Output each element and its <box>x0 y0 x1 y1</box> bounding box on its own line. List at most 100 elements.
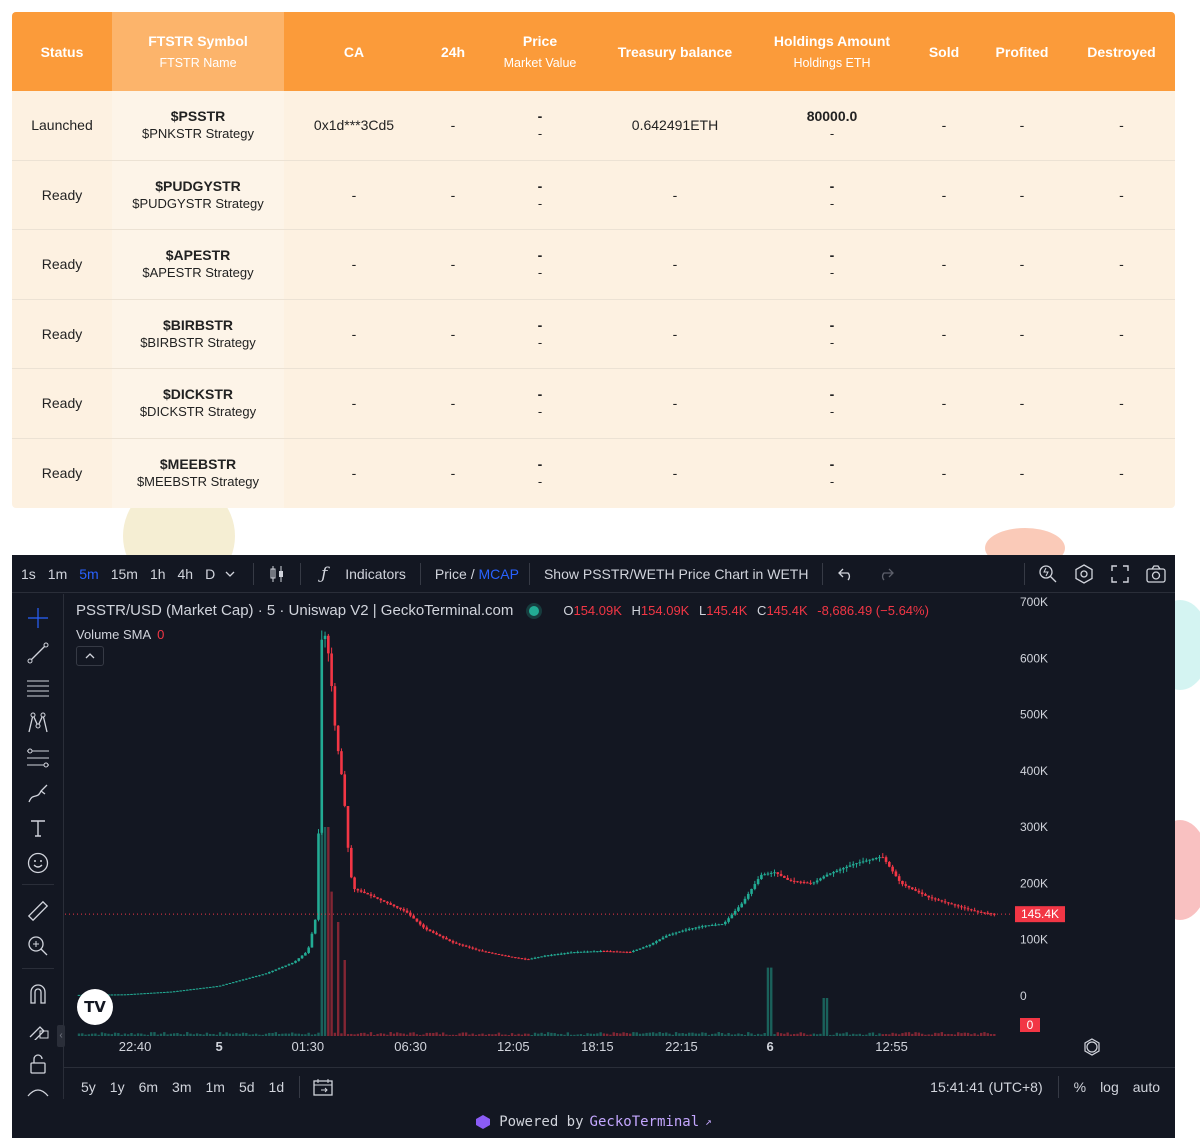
geckoterminal-link[interactable]: GeckoTerminal <box>589 1113 700 1130</box>
candle-body <box>523 958 527 960</box>
undo-icon[interactable] <box>835 563 857 585</box>
table-row[interactable]: Ready $APESTR $APESTR Strategy - - - - - - - - - - <box>12 230 1175 300</box>
candle-body <box>625 951 629 953</box>
lock-icon[interactable] <box>26 1052 50 1076</box>
candle-body <box>789 879 793 881</box>
brush-icon[interactable] <box>26 781 50 805</box>
x-axis-tick-label: 22:40 <box>119 1039 152 1054</box>
candle-body <box>569 952 573 954</box>
volume-bar <box>81 1033 84 1036</box>
contract-address-cell[interactable]: 0x1d***3Cd5 <box>313 117 395 134</box>
volume-bar <box>707 1034 711 1036</box>
table-row[interactable]: Ready $DICKSTR $DICKSTR Strategy - - - - - - - - - - <box>12 369 1175 439</box>
clock-timezone[interactable]: 15:41:41 (UTC+8) <box>930 1078 1043 1095</box>
destroyed-cell: - <box>1119 186 1124 203</box>
volume-bar <box>642 1033 645 1036</box>
candle-body <box>261 974 265 976</box>
volume-bar <box>127 1034 130 1036</box>
candle-body <box>566 952 570 954</box>
horizontal-lines-icon[interactable] <box>26 676 50 700</box>
candle-body <box>783 875 786 878</box>
candle-body <box>464 945 468 947</box>
chevron-down-icon[interactable] <box>219 563 241 585</box>
table-row[interactable]: Ready $PUDGYSTR $PUDGYSTR Strategy - - - - - - - -… <box>12 160 1175 230</box>
interval-4h[interactable]: 4h <box>177 565 194 582</box>
text-tool-icon[interactable] <box>26 816 50 840</box>
symbol-cell: $DICKSTR <box>162 386 233 403</box>
lock-drawing-icon[interactable] <box>26 1017 50 1041</box>
volume-bar <box>668 1033 671 1036</box>
range-5y[interactable]: 5y <box>81 1078 96 1095</box>
table-row[interactable]: Ready $MEEBSTR $MEEBSTR Strategy - - - - - - - - - - <box>12 438 1175 509</box>
table-row[interactable]: Ready $BIRBSTR $BIRBSTR Strategy - - - - - - - - - - <box>12 299 1175 369</box>
emoji-icon[interactable] <box>26 851 50 875</box>
percent-toggle[interactable]: % <box>1073 1078 1087 1095</box>
volume-bar <box>491 1034 494 1036</box>
drawing-toolbar <box>12 594 64 1099</box>
weth-chart-toggle[interactable]: Show PSSTR/WETH Price Chart in WETH <box>543 565 809 582</box>
interval-5m[interactable]: 5m <box>79 565 99 582</box>
eye-icon[interactable] <box>26 1084 50 1098</box>
range-3m[interactable]: 3m <box>172 1078 192 1095</box>
volume-bar <box>655 1033 658 1036</box>
quick-search-icon[interactable] <box>1037 563 1059 585</box>
fullscreen-icon[interactable] <box>1109 563 1131 585</box>
candles-icon[interactable] <box>266 563 288 585</box>
fib-retracement-icon[interactable] <box>26 746 50 770</box>
collapse-legend-button[interactable] <box>76 646 104 666</box>
candle-body <box>651 942 655 945</box>
price-mcap-separator: / <box>470 565 475 582</box>
volume-bar <box>182 1034 186 1036</box>
price-mcap-toggle[interactable]: Price / MCAP <box>429 566 521 582</box>
interval-1m[interactable]: 1m <box>47 565 68 582</box>
range-1y[interactable]: 1y <box>109 1078 125 1095</box>
volume-bar <box>415 1034 419 1036</box>
pattern-icon[interactable] <box>26 711 50 735</box>
candlestick-chart[interactable]: 0 100K 200K 300K 400K 500K 600K 700K 22:40 5 01:30… <box>65 594 1175 1067</box>
zoom-in-icon[interactable] <box>26 934 50 958</box>
candle-body <box>179 990 183 992</box>
column-header-title: Price <box>522 32 558 49</box>
volume-bar <box>268 1032 271 1036</box>
price-label[interactable]: Price <box>434 565 467 582</box>
holdings-eth-cell: - <box>829 334 835 350</box>
axis-settings-icon[interactable] <box>1086 1041 1098 1053</box>
range-1m[interactable]: 1m <box>205 1078 225 1095</box>
calendar-goto-icon[interactable] <box>312 1076 334 1098</box>
chart-area[interactable]: 0 100K 200K 300K 400K 500K 600K 700K 22:40 5 01:30… <box>65 594 1175 1099</box>
volume-bar <box>724 1034 727 1036</box>
range-5d[interactable]: 5d <box>238 1078 255 1095</box>
indicators-button[interactable]: Indicators <box>345 565 406 582</box>
volume-bar <box>494 1034 497 1036</box>
interval-D[interactable]: D <box>205 565 216 582</box>
settings-icon[interactable] <box>1073 563 1095 585</box>
crosshair-icon[interactable] <box>26 606 50 630</box>
trend-line-icon[interactable] <box>26 641 50 665</box>
volume-bar <box>727 1032 730 1036</box>
range-1d[interactable]: 1d <box>268 1078 285 1095</box>
toolbar-divider <box>299 1075 301 1098</box>
ruler-icon[interactable] <box>26 899 50 923</box>
table-cell: - <box>912 439 976 509</box>
camera-icon[interactable] <box>1145 563 1167 585</box>
volume-bar <box>678 1033 681 1036</box>
table-cell: - <box>598 300 752 369</box>
magnet-icon[interactable] <box>26 982 50 1006</box>
tradingview-logo[interactable]: TV <box>77 989 113 1025</box>
sidebar-collapse-handle[interactable]: ‹ <box>57 1025 65 1047</box>
redo-icon[interactable] <box>875 563 897 585</box>
candle-body <box>222 984 225 986</box>
auto-toggle[interactable]: auto <box>1132 1078 1160 1095</box>
column-header: Sold <box>912 12 976 91</box>
indicators-icon[interactable]: ƒ <box>321 563 328 584</box>
range-6m[interactable]: 6m <box>138 1078 159 1095</box>
candle-body <box>609 951 612 953</box>
column-header-title: 24h <box>440 43 466 60</box>
log-toggle[interactable]: log <box>1100 1078 1119 1095</box>
interval-1h[interactable]: 1h <box>149 565 166 582</box>
table-row[interactable]: Launched $PSSTR $PNKSTR Strategy 0x1d***3Cd… <box>12 91 1175 161</box>
interval-15m[interactable]: 15m <box>110 565 138 582</box>
powered-by-footer[interactable]: Powered by GeckoTerminal ↗ <box>12 1105 1175 1138</box>
interval-1s[interactable]: 1s <box>21 565 36 582</box>
mcap-label[interactable]: MCAP <box>478 565 519 582</box>
